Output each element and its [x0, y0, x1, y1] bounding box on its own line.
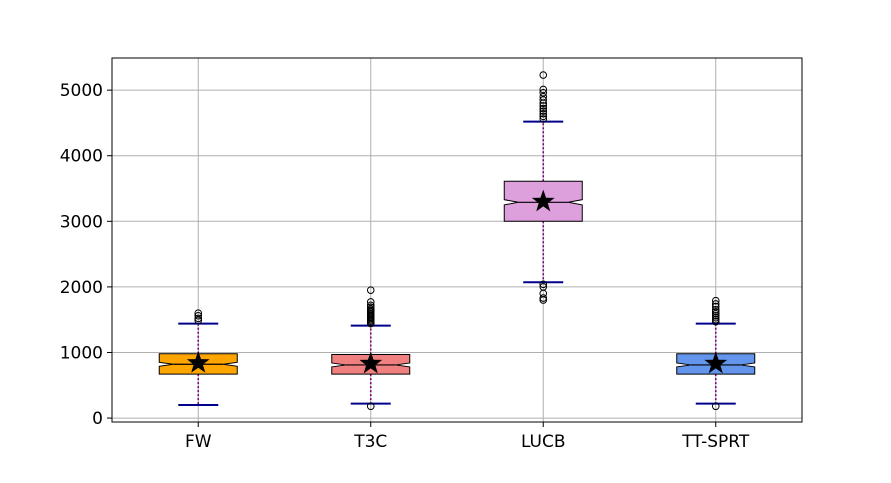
outlier-point	[539, 115, 548, 123]
mean-marker	[359, 351, 383, 374]
y-tick-label: 2000	[60, 278, 103, 298]
outlier-point	[711, 402, 720, 411]
outlier-point	[539, 109, 548, 118]
outlier-point	[711, 311, 720, 320]
outlier-point	[366, 298, 375, 306]
outlier-point	[539, 283, 548, 291]
outlier-point	[366, 402, 375, 411]
outlier-point	[711, 313, 720, 322]
outlier-point	[539, 104, 548, 113]
x-tick-label: T3C	[353, 432, 387, 452]
y-tick-label: 4000	[60, 147, 103, 167]
outlier-point	[194, 309, 203, 317]
x-tick-label: FW	[185, 432, 212, 452]
outlier-point	[539, 107, 548, 115]
outlier-point	[711, 296, 720, 305]
outlier-point	[711, 309, 720, 318]
boxes-layer	[158, 71, 756, 411]
outlier-point	[539, 102, 548, 110]
outlier-point	[539, 71, 548, 79]
mean-marker	[531, 189, 555, 212]
x-axis: FW T3C LUCB TT-SPRT	[185, 422, 750, 452]
box-group-lucb	[503, 71, 583, 304]
y-tick-label: 0	[92, 409, 103, 429]
box-group-fw	[158, 309, 238, 406]
outlier-point	[711, 306, 720, 314]
mean-marker	[186, 350, 210, 373]
outlier-point	[366, 303, 375, 312]
outlier-point	[711, 317, 720, 326]
outlier-point	[539, 280, 548, 289]
axes-frame	[111, 57, 803, 423]
y-tick-label: 1000	[60, 343, 103, 363]
outlier-point	[194, 311, 203, 320]
outlier-point	[711, 315, 720, 324]
outlier-point	[711, 308, 720, 316]
x-tick-label: TT-SPRT	[681, 432, 750, 452]
y-axis: 0 1000 2000 3000 4000 5000	[60, 81, 112, 429]
y-tick-label: 3000	[60, 212, 103, 232]
outlier-point	[539, 294, 548, 302]
outlier-point	[366, 301, 375, 310]
outlier-point	[539, 92, 548, 101]
outlier-point	[539, 85, 548, 94]
outlier-point	[711, 300, 720, 308]
outlier-point	[366, 286, 375, 294]
mean-marker	[704, 351, 728, 374]
outlier-point	[539, 88, 548, 97]
box-group-t3c	[331, 286, 411, 411]
outlier-point	[366, 305, 375, 313]
y-tick-label: 5000	[60, 81, 103, 101]
x-tick-label: LUCB	[521, 432, 566, 452]
outlier-point	[711, 302, 720, 311]
outlier-point	[539, 112, 548, 121]
outlier-point	[194, 314, 203, 323]
box-group-tt-sprt	[676, 296, 756, 411]
outlier-point	[539, 96, 548, 104]
outlier-point	[194, 316, 203, 325]
